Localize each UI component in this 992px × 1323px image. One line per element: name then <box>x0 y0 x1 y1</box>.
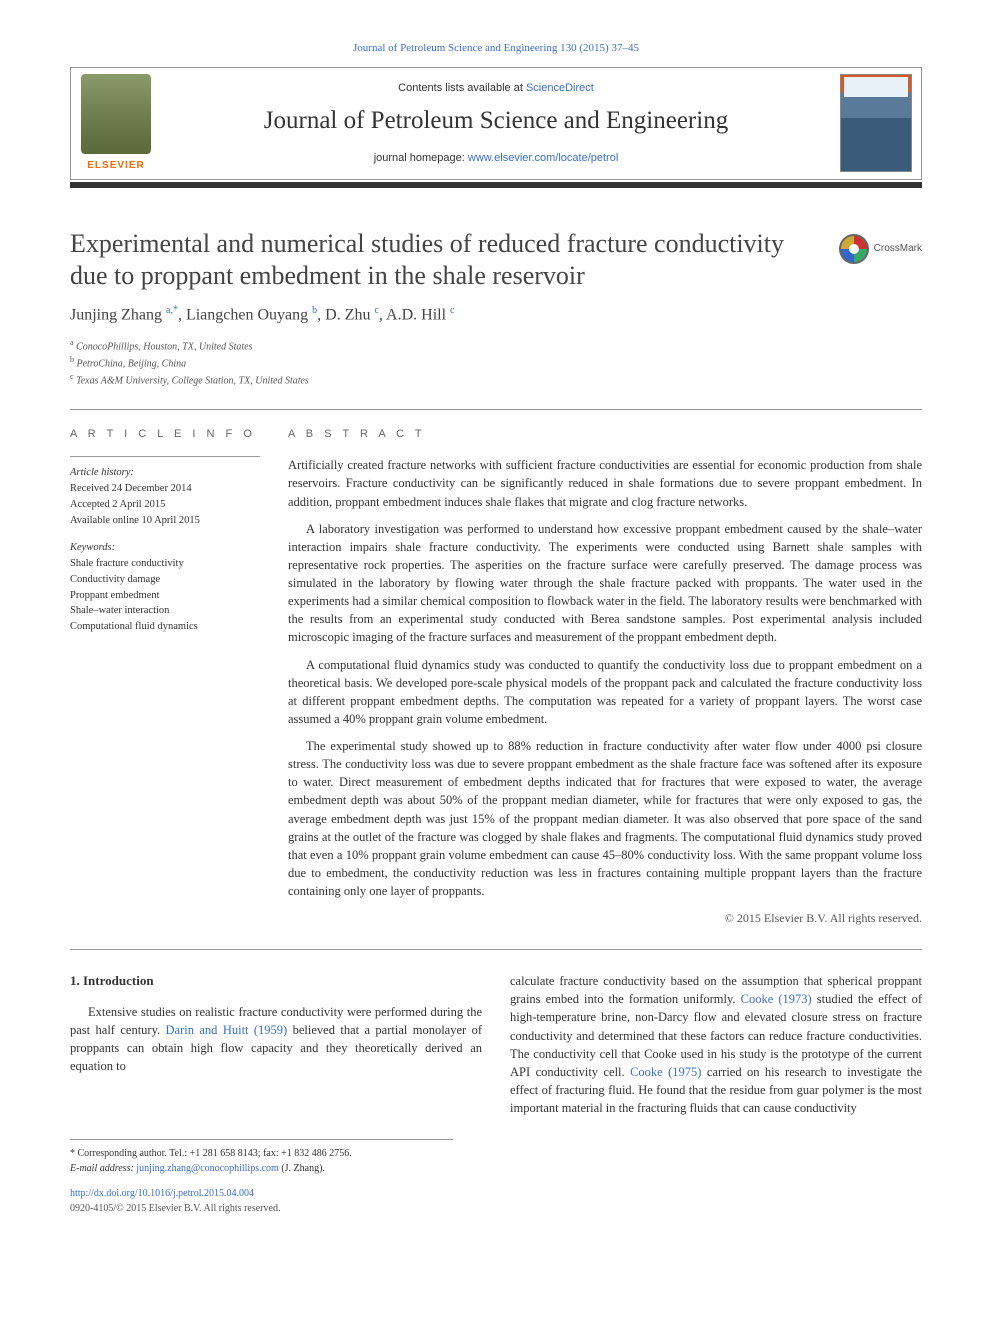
email-suffix: (J. Zhang). <box>279 1163 325 1174</box>
affiliation: b PetroChina, Beijing, China <box>70 354 922 371</box>
citation-link[interactable]: Journal of Petroleum Science and Enginee… <box>353 42 639 54</box>
body-columns: 1. Introduction Extensive studies on rea… <box>70 972 922 1125</box>
citation-header: Journal of Petroleum Science and Enginee… <box>70 40 922 57</box>
body-paragraph: Extensive studies on realistic fracture … <box>70 1003 482 1076</box>
email-label: E-mail address: <box>70 1163 136 1174</box>
footnotes: * Corresponding author. Tel.: +1 281 658… <box>70 1139 453 1176</box>
homepage-prefix: journal homepage: <box>374 152 468 164</box>
publisher-name: ELSEVIER <box>87 158 144 173</box>
article-info-column: A R T I C L E I N F O Article history: R… <box>70 426 260 927</box>
history-line: Available online 10 April 2015 <box>70 513 260 529</box>
journal-cover-icon <box>840 74 912 172</box>
publisher-brand: ELSEVIER <box>71 68 161 179</box>
homepage-link[interactable]: www.elsevier.com/locate/petrol <box>468 152 618 164</box>
history-line: Received 24 December 2014 <box>70 481 260 497</box>
article-info-heading: A R T I C L E I N F O <box>70 426 260 443</box>
masthead-rule <box>70 182 922 188</box>
affiliation: a ConocoPhillips, Houston, TX, United St… <box>70 337 922 354</box>
elsevier-tree-icon <box>81 74 151 154</box>
publication-info: http://dx.doi.org/10.1016/j.petrol.2015.… <box>70 1186 922 1216</box>
crossmark-label: CrossMark <box>874 241 922 256</box>
abstract-heading: A B S T R A C T <box>288 426 922 443</box>
abstract-column: A B S T R A C T Artificially created fra… <box>288 426 922 927</box>
article-history: Article history: Received 24 December 20… <box>70 456 260 528</box>
author-list: Junjing Zhang a,*, Liangchen Ouyang b, D… <box>70 303 922 327</box>
divider <box>70 409 922 410</box>
contents-prefix: Contents lists available at <box>398 82 526 94</box>
keywords-label: Keywords: <box>70 540 260 556</box>
body-left-column: 1. Introduction Extensive studies on rea… <box>70 972 482 1125</box>
article-keywords: Keywords: Shale fracture conductivityCon… <box>70 540 260 635</box>
divider <box>70 949 922 950</box>
masthead-center: Contents lists available at ScienceDirec… <box>161 68 831 179</box>
body-paragraph: calculate fracture conductivity based on… <box>510 972 922 1117</box>
keyword: Proppant embedment <box>70 588 260 604</box>
email-link[interactable]: junjing.zhang@conocophillips.com <box>136 1163 279 1174</box>
affiliation: c Texas A&M University, College Station,… <box>70 371 922 388</box>
sciencedirect-link[interactable]: ScienceDirect <box>526 82 594 94</box>
keyword: Shale–water interaction <box>70 603 260 619</box>
abstract-paragraph: The experimental study showed up to 88% … <box>288 737 922 900</box>
journal-name: Journal of Petroleum Science and Enginee… <box>171 102 821 140</box>
cover-thumb-wrap <box>831 68 921 179</box>
history-label: Article history: <box>70 465 260 481</box>
affiliations: a ConocoPhillips, Houston, TX, United St… <box>70 337 922 389</box>
issn-copyright: 0920-4105/© 2015 Elsevier B.V. All right… <box>70 1203 280 1214</box>
keyword: Shale fracture conductivity <box>70 556 260 572</box>
article-title: Experimental and numerical studies of re… <box>70 228 819 293</box>
abstract-paragraph: A laboratory investigation was performed… <box>288 520 922 647</box>
crossmark-badge[interactable]: CrossMark <box>839 234 922 264</box>
body-right-column: calculate fracture conductivity based on… <box>510 972 922 1125</box>
doi-link[interactable]: http://dx.doi.org/10.1016/j.petrol.2015.… <box>70 1188 254 1199</box>
section-heading: 1. Introduction <box>70 972 482 991</box>
keyword: Conductivity damage <box>70 572 260 588</box>
abstract-paragraph: A computational fluid dynamics study was… <box>288 656 922 729</box>
abstract-paragraph: Artificially created fracture networks w… <box>288 456 922 510</box>
journal-masthead: ELSEVIER Contents lists available at Sci… <box>70 67 922 180</box>
history-line: Accepted 2 April 2015 <box>70 497 260 513</box>
corresponding-author: * Corresponding author. Tel.: +1 281 658… <box>70 1146 453 1161</box>
keyword: Computational fluid dynamics <box>70 619 260 635</box>
crossmark-icon <box>839 234 869 264</box>
abstract-copyright: © 2015 Elsevier B.V. All rights reserved… <box>288 909 922 927</box>
